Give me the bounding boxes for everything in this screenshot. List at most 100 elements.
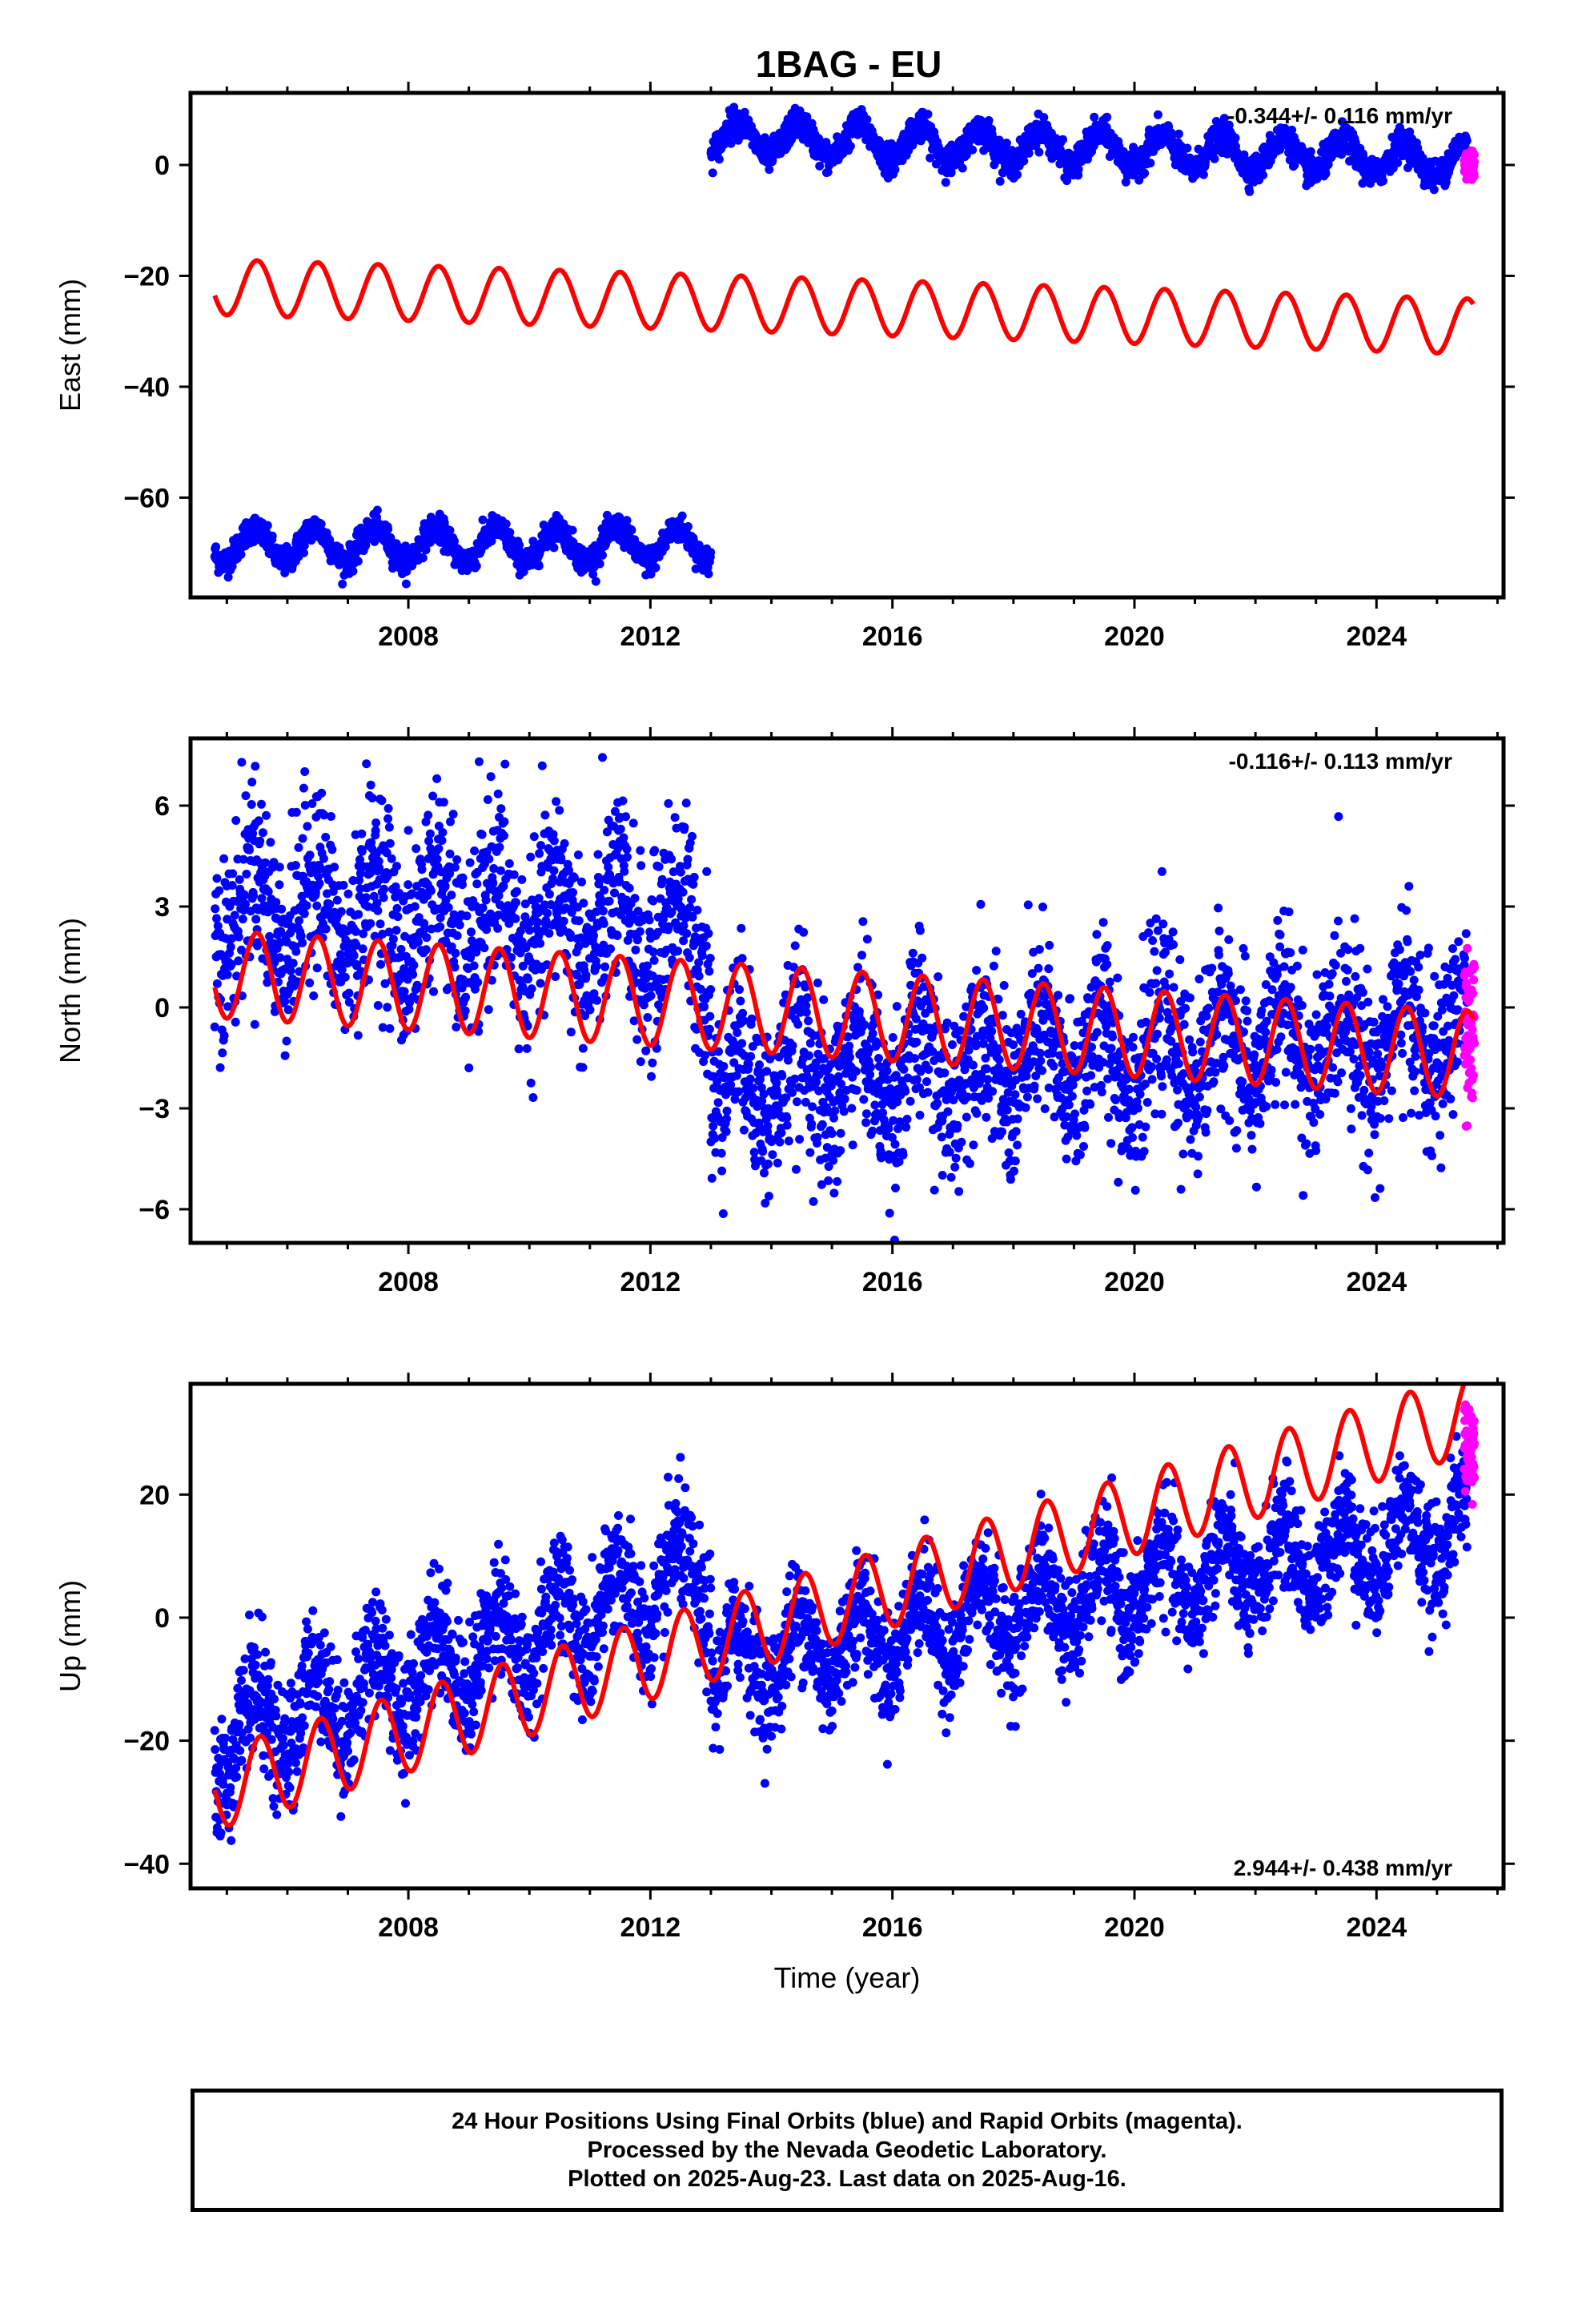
- final-orbit-point: [694, 971, 704, 981]
- final-orbit-point: [296, 931, 306, 941]
- final-orbit-point: [602, 510, 612, 520]
- final-orbit-point: [410, 902, 420, 911]
- final-orbit-point: [717, 1148, 726, 1158]
- final-orbit-point: [1429, 185, 1439, 195]
- final-orbit-point: [528, 1093, 538, 1102]
- final-orbit-point: [667, 854, 676, 864]
- final-orbit-point: [385, 838, 395, 848]
- final-orbit-point: [299, 548, 308, 557]
- final-orbit-point: [440, 881, 450, 891]
- final-orbit-point: [618, 796, 628, 806]
- final-orbit-point: [237, 758, 247, 767]
- final-orbit-point: [357, 829, 367, 838]
- final-orbit-point: [536, 939, 545, 948]
- final-orbit-point: [210, 1022, 219, 1031]
- final-orbit-point: [589, 931, 598, 940]
- final-orbit-point: [461, 992, 471, 1002]
- final-orbit-point: [470, 846, 480, 855]
- final-orbit-point: [560, 838, 569, 848]
- final-orbit-point: [353, 557, 363, 566]
- final-orbit-point: [448, 810, 458, 819]
- x-tick-label: 2008: [378, 621, 439, 652]
- final-orbit-point: [673, 947, 683, 955]
- final-orbit-point: [1231, 133, 1240, 143]
- final-orbit-point: [555, 806, 564, 815]
- final-orbit-point: [708, 168, 717, 178]
- final-orbit-point: [317, 788, 327, 798]
- final-orbit-point: [376, 959, 385, 969]
- final-orbit-point: [1146, 159, 1155, 168]
- final-orbit-point: [249, 891, 258, 900]
- final-orbit-point: [241, 791, 251, 801]
- final-orbit-point: [348, 876, 358, 885]
- final-orbit-point: [372, 505, 382, 515]
- final-orbit-point: [223, 573, 233, 582]
- final-orbit-point: [646, 991, 656, 1000]
- final-orbit-point: [211, 904, 220, 914]
- rapid-orbit-points: [1460, 146, 1480, 184]
- final-orbit-points: [210, 103, 1472, 589]
- final-orbit-point: [254, 816, 263, 826]
- final-orbit-point: [1039, 113, 1049, 123]
- final-orbit-point: [239, 854, 248, 864]
- final-orbit-point: [275, 953, 285, 963]
- final-orbit-point: [926, 153, 935, 163]
- final-orbit-point: [340, 972, 350, 982]
- final-orbit-point: [212, 874, 222, 883]
- final-orbit-point: [212, 914, 221, 923]
- final-orbit-point: [228, 869, 238, 879]
- final-orbit-point: [283, 1005, 293, 1015]
- final-orbit-point: [704, 929, 713, 939]
- final-orbit-point: [636, 846, 645, 855]
- final-orbit-point: [1182, 143, 1192, 153]
- final-orbit-point: [483, 795, 492, 804]
- final-orbit-point: [337, 965, 347, 975]
- final-orbit-point: [213, 921, 223, 931]
- final-orbit-point: [338, 579, 347, 589]
- final-orbit-point: [484, 854, 494, 864]
- final-orbit-point: [299, 783, 308, 793]
- final-orbit-point: [434, 844, 444, 854]
- final-orbit-point: [265, 931, 275, 941]
- final-orbit-point: [598, 753, 607, 762]
- final-orbit-point: [693, 906, 702, 915]
- final-orbit-point: [493, 789, 503, 798]
- final-orbit-point: [1245, 187, 1255, 196]
- final-orbit-point: [375, 919, 385, 929]
- final-orbit-point: [307, 799, 317, 808]
- final-orbit-point: [1393, 158, 1403, 167]
- final-orbit-point: [823, 167, 833, 177]
- final-orbit-point: [526, 852, 536, 862]
- final-orbit-point: [277, 904, 287, 914]
- final-orbit-point: [269, 858, 279, 867]
- final-orbit-point: [527, 984, 536, 994]
- final-orbit-point: [357, 846, 367, 856]
- final-orbit-point: [681, 798, 691, 808]
- final-orbit-point: [305, 850, 315, 860]
- final-orbit-point: [677, 511, 687, 521]
- final-orbit-point: [644, 915, 654, 925]
- final-orbit-point: [514, 1044, 524, 1054]
- final-orbit-point: [241, 899, 250, 909]
- final-orbit-point: [592, 962, 601, 971]
- final-orbit-point: [1338, 117, 1347, 127]
- final-orbit-point: [500, 817, 509, 826]
- final-orbit-point: [486, 772, 496, 782]
- final-orbit-point: [319, 854, 328, 863]
- final-orbit-point: [227, 934, 237, 943]
- final-orbit-point: [1074, 164, 1083, 174]
- final-orbit-point: [1174, 129, 1183, 139]
- final-orbit-point: [361, 893, 371, 903]
- final-orbit-point: [291, 861, 300, 870]
- final-orbit-point: [1219, 114, 1229, 123]
- final-orbit-point: [1321, 169, 1331, 179]
- final-orbit-point: [648, 1058, 657, 1068]
- final-orbit-point: [458, 873, 468, 883]
- final-orbit-point: [551, 972, 560, 981]
- final-orbit-point: [585, 1005, 595, 1015]
- final-orbit-point: [1337, 150, 1347, 159]
- final-orbit-point: [544, 890, 554, 899]
- final-orbit-point: [417, 865, 427, 875]
- final-orbit-point: [478, 515, 488, 525]
